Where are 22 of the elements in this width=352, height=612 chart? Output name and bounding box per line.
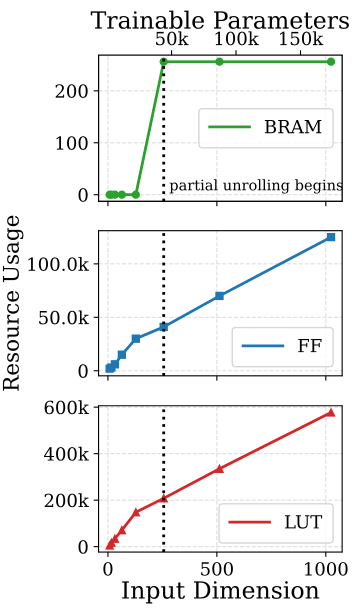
legend-label: FF <box>298 338 322 352</box>
y-tick-label: 50.0k <box>39 310 89 324</box>
x-tick-label: 1000 <box>305 562 348 576</box>
x2-tick-label: 100k <box>216 31 259 46</box>
y-tick-label: 600k <box>44 400 89 414</box>
legend-label: BRAM <box>264 120 322 134</box>
y-tick-label: 100 <box>56 136 88 150</box>
x2-axis-title: Trainable Parameters <box>90 10 349 29</box>
y-tick-label: 0 <box>78 188 88 202</box>
legend-label: LUT <box>285 515 322 529</box>
x-tick-label: 500 <box>201 562 233 576</box>
x-axis-title: Input Dimension <box>122 581 320 604</box>
y-tick-label: 0 <box>78 540 88 554</box>
y-tick-label: 400k <box>44 446 89 461</box>
y-tick-label: 200 <box>56 84 88 98</box>
y-tick-label: 100.0k <box>28 257 89 271</box>
x2-tick-label: 50k <box>156 31 189 46</box>
y-tick-label: 0 <box>78 364 88 378</box>
y-axis-title: Resource Usage <box>2 216 24 391</box>
x-tick-label: 0 <box>103 562 112 576</box>
y-tick-label: 200k <box>44 493 89 508</box>
x2-tick-label: 150k <box>280 31 324 46</box>
